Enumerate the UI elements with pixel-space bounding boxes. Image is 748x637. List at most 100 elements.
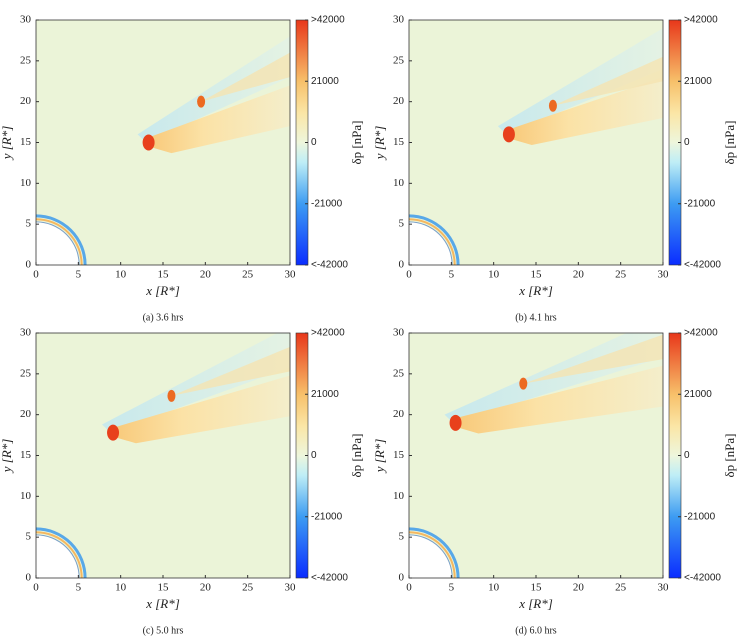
y-axis-label: y [R*] — [0, 439, 14, 475]
secondary-shock — [167, 389, 176, 402]
colorbar-tick-label: -21000 — [684, 511, 716, 522]
y-tick-label: 5 — [399, 531, 405, 543]
field — [409, 20, 663, 265]
panel: 0 5 10 15 20 25 30 0 5 10 15 20 25 30 x [R*] y [R*] (a) … — [0, 14, 364, 324]
y-tick-label: 5 — [399, 218, 405, 230]
y-tick-label: 15 — [20, 136, 32, 148]
shock — [449, 414, 462, 431]
y-tick-label: 10 — [20, 490, 32, 502]
x-tick-label: 0 — [406, 582, 412, 594]
y-tick-label: 20 — [20, 408, 32, 420]
y-tick-label: 5 — [26, 218, 32, 230]
field — [36, 20, 290, 265]
y-tick-label: 30 — [20, 327, 32, 339]
x-tick-label: 20 — [200, 269, 212, 281]
colorbar-tick-label: 21000 — [684, 76, 712, 87]
secondary-shock — [548, 99, 557, 112]
x-tick-label: 10 — [488, 269, 500, 281]
caption: (c) 5.0 hrs — [143, 625, 184, 636]
x-axis-label: x [R*] — [518, 283, 553, 298]
star — [36, 534, 80, 578]
x-tick-label: 15 — [531, 582, 543, 594]
y-tick-label: 0 — [399, 259, 405, 271]
upstream-band — [497, 28, 663, 135]
y-tick-label: 10 — [20, 177, 32, 189]
x-tick-label: 25 — [242, 269, 254, 281]
panel: 0 5 10 15 20 25 30 0 5 10 15 20 25 30 x [R*] y [R*] (d) … — [372, 327, 737, 637]
colorbar-tick-label: 21000 — [311, 389, 339, 400]
y-tick-label: 20 — [20, 95, 32, 107]
x-tick-label: 30 — [285, 269, 297, 281]
y-tick-label: 30 — [393, 14, 405, 26]
colorbar-label: δp [nPa] — [349, 120, 364, 164]
colorbar-tick-label: >42000 — [311, 328, 345, 339]
y-tick-label: 0 — [399, 572, 405, 584]
star — [36, 221, 80, 265]
y-axis-label: y [R*] — [0, 126, 14, 162]
y-tick-label: 15 — [393, 449, 405, 461]
shock — [107, 424, 120, 441]
x-tick-label: 25 — [615, 582, 627, 594]
y-tick-label: 0 — [26, 259, 32, 271]
colorbar-label: δp [nPa] — [349, 433, 364, 477]
x-tick-label: 5 — [449, 582, 455, 594]
colorbar-tick-label: -21000 — [311, 198, 343, 209]
x-tick-label: 0 — [33, 269, 39, 281]
colorbar-tick-label: >42000 — [684, 15, 718, 26]
colorbar-tick-label: >42000 — [684, 328, 718, 339]
x-tick-label: 30 — [658, 269, 670, 281]
y-axis-label: y [R*] — [372, 126, 387, 162]
y-tick-label: 25 — [20, 54, 32, 66]
shock — [142, 134, 155, 151]
colorbar-tick-label: 21000 — [684, 389, 712, 400]
colorbar-tick-label: -21000 — [311, 511, 343, 522]
y-tick-label: 15 — [393, 136, 405, 148]
x-axis-label: x [R*] — [518, 596, 553, 611]
wake — [110, 375, 290, 444]
y-tick-label: 25 — [393, 54, 405, 66]
colorbar-tick-label: <-42000 — [311, 573, 348, 584]
wake — [453, 365, 663, 434]
y-tick-label: 10 — [393, 177, 405, 189]
upstream-band — [102, 333, 290, 433]
y-tick-label: 0 — [26, 572, 32, 584]
caption: (d) 6.0 hrs — [515, 625, 556, 636]
wake — [146, 85, 290, 154]
y-tick-label: 10 — [393, 490, 405, 502]
colorbar-label: δp [nPa] — [722, 433, 737, 477]
colorbar-tick-label: 0 — [311, 450, 317, 461]
x-tick-label: 15 — [158, 582, 170, 594]
y-tick-label: 5 — [26, 531, 32, 543]
x-tick-label: 5 — [76, 582, 82, 594]
x-tick-label: 25 — [242, 582, 254, 594]
y-tick-label: 15 — [20, 449, 32, 461]
colorbar-label: δp [nPa] — [722, 120, 737, 164]
colorbar-tick-label: <-42000 — [311, 260, 348, 271]
x-tick-label: 30 — [658, 582, 670, 594]
panel: 0 5 10 15 20 25 30 0 5 10 15 20 25 30 x [R*] y [R*] (b) … — [372, 14, 737, 324]
colorbar-tick-label: 0 — [684, 137, 690, 148]
x-tick-label: 0 — [406, 269, 412, 281]
x-tick-label: 10 — [115, 269, 127, 281]
x-axis-label: x [R*] — [145, 596, 180, 611]
x-tick-label: 10 — [115, 582, 127, 594]
x-tick-label: 20 — [573, 269, 585, 281]
x-tick-label: 0 — [33, 582, 39, 594]
y-tick-label: 30 — [393, 327, 405, 339]
colorbar-tick-label: 0 — [311, 137, 317, 148]
secondary-shock — [197, 95, 206, 108]
caption: (a) 3.6 hrs — [143, 312, 184, 323]
field — [409, 333, 663, 578]
secondary-wake — [523, 334, 663, 384]
x-tick-label: 30 — [285, 582, 297, 594]
y-tick-label: 30 — [20, 14, 32, 26]
shock — [502, 126, 515, 143]
colorbar-tick-label: <-42000 — [684, 573, 721, 584]
secondary-wake — [201, 52, 290, 102]
field — [36, 333, 290, 578]
colorbar-tick-label: <-42000 — [684, 260, 721, 271]
colorbar-tick-label: 21000 — [311, 76, 339, 87]
colorbar-tick-label: 0 — [684, 450, 690, 461]
x-tick-label: 15 — [531, 269, 543, 281]
